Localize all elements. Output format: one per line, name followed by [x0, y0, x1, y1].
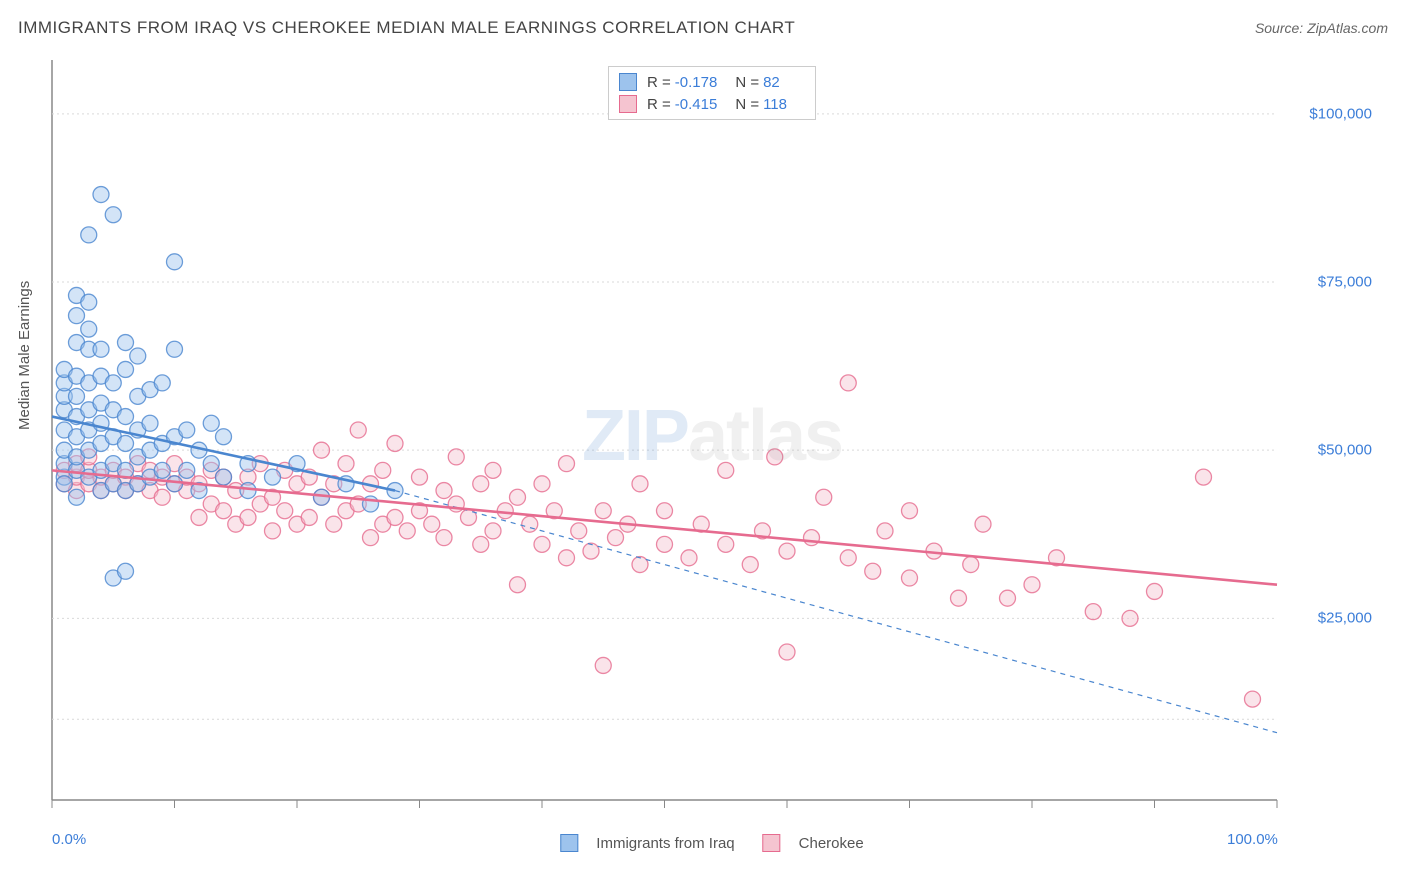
- y-axis-label: Median Male Earnings: [16, 281, 33, 430]
- legend-label-cherokee: Cherokee: [799, 835, 864, 852]
- r-label: R =: [647, 74, 671, 91]
- y-tick-label: $75,000: [1297, 274, 1372, 291]
- r-value-iraq: -0.178: [675, 74, 718, 91]
- swatch-cherokee: [763, 834, 781, 852]
- y-tick-label: $25,000: [1297, 610, 1372, 627]
- source-name: ZipAtlas.com: [1307, 20, 1388, 36]
- legend-label-iraq: Immigrants from Iraq: [596, 835, 734, 852]
- source-attribution: Source: ZipAtlas.com: [1255, 20, 1388, 36]
- swatch-iraq: [560, 834, 578, 852]
- n-value-iraq: 82: [763, 74, 780, 91]
- x-tick-label: 0.0%: [52, 831, 86, 848]
- legend-item-iraq: Immigrants from Iraq: [560, 834, 734, 852]
- y-tick-label: $50,000: [1297, 442, 1372, 459]
- correlation-legend: R = -0.178 N = 82 R = -0.415 N = 118: [608, 66, 816, 120]
- legend-row-iraq: R = -0.178 N = 82: [619, 71, 805, 93]
- n-label: N =: [735, 96, 759, 113]
- r-value-cherokee: -0.415: [675, 96, 718, 113]
- chart-area: ZIPatlas R = -0.178 N = 82 R = -0.415 N …: [52, 60, 1372, 820]
- r-label: R =: [647, 96, 671, 113]
- scatter-plot: [52, 60, 1372, 820]
- y-tick-label: $100,000: [1297, 105, 1372, 122]
- legend-row-cherokee: R = -0.415 N = 118: [619, 93, 805, 115]
- series-legend: Immigrants from Iraq Cherokee: [560, 834, 863, 852]
- n-value-cherokee: 118: [763, 96, 787, 113]
- swatch-cherokee: [619, 95, 637, 113]
- x-tick-label: 100.0%: [1227, 831, 1278, 848]
- chart-title: IMMIGRANTS FROM IRAQ VS CHEROKEE MEDIAN …: [18, 18, 795, 38]
- legend-item-cherokee: Cherokee: [763, 834, 864, 852]
- n-label: N =: [735, 74, 759, 91]
- swatch-iraq: [619, 73, 637, 91]
- chart-header: IMMIGRANTS FROM IRAQ VS CHEROKEE MEDIAN …: [18, 18, 1388, 38]
- source-label: Source:: [1255, 20, 1303, 36]
